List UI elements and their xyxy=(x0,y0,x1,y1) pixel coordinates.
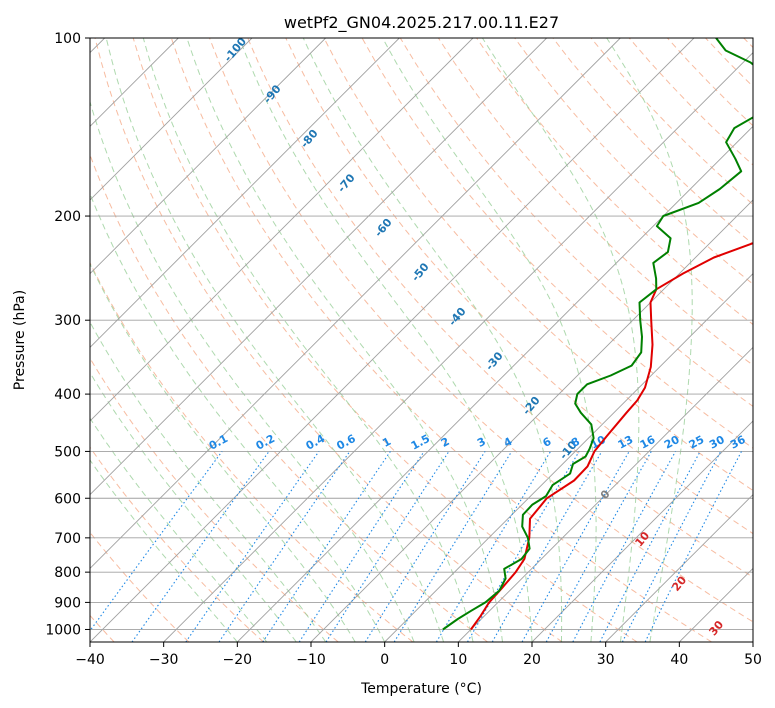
moist-adiabat-line xyxy=(382,38,597,642)
moist-adiabat-line xyxy=(90,417,268,642)
mixing-ratio-line xyxy=(131,451,270,642)
mixing-ratio-labels: 0.1 0.2 0.4 0.6 1 1.5 2 3 4 6 8 10 13 16 20 25 30 36 xyxy=(207,432,748,453)
plot-area-background xyxy=(90,38,753,642)
x-tick-label: 0 xyxy=(380,652,389,668)
isotherm-line xyxy=(90,38,400,348)
y-tick-label: 500 xyxy=(54,444,81,460)
moist-adiabat-line xyxy=(90,459,238,642)
y-tick-label: 800 xyxy=(54,565,81,581)
isotherm-line xyxy=(605,494,753,642)
isotherm-line xyxy=(90,38,621,569)
plot-frame xyxy=(89,37,754,643)
y-tick-label: 200 xyxy=(54,209,81,225)
dry-adiabat-line xyxy=(323,38,753,492)
y-axis-title: Pressure (hPa) xyxy=(12,290,28,390)
moist-adiabat-line xyxy=(606,38,693,642)
chart-title: wetPf2_GN04.2025.217.00.11.E27 xyxy=(284,13,559,33)
temperature-profile-line xyxy=(470,242,753,631)
isotherm-line xyxy=(531,420,753,642)
dry-adiabat-line xyxy=(132,38,638,642)
mixing-ratio-label: 25 xyxy=(687,433,707,452)
mixing-ratio-line xyxy=(185,451,320,642)
x-tick-label: −30 xyxy=(149,652,179,668)
mixing-ratio-line xyxy=(545,451,652,642)
dry-adiabat-line xyxy=(285,38,753,535)
mixing-ratio-label: 16 xyxy=(638,433,658,452)
x-axis-title: Temperature (°C) xyxy=(360,681,482,697)
x-tick-label: −20 xyxy=(223,652,253,668)
dry-adiabat-line xyxy=(170,38,712,642)
mixing-ratio-line xyxy=(262,451,391,642)
dry-adiabat-line xyxy=(209,38,753,623)
moist-adiabat-line xyxy=(481,38,640,642)
moist-adiabat-line xyxy=(238,38,533,642)
background-lines xyxy=(90,38,753,642)
x-tick-label: 20 xyxy=(523,652,541,668)
dry-adiabat-line xyxy=(476,38,753,326)
moist-adiabat-line xyxy=(105,38,445,642)
dry-adiabat-line xyxy=(514,38,753,285)
isotherm-line xyxy=(90,38,547,496)
y-tick-label: 400 xyxy=(54,387,81,403)
x-tick-label: 30 xyxy=(597,652,615,668)
y-tick-label: 300 xyxy=(54,313,81,329)
y-tick-label: 1000 xyxy=(45,622,81,638)
dry-adiabat-line xyxy=(90,357,339,642)
dry-adiabat-line xyxy=(247,38,753,578)
dry-adiabat-line xyxy=(94,38,563,642)
mixing-ratio-line xyxy=(218,451,351,642)
mixing-ratio-line xyxy=(298,451,425,642)
mixing-ratio-line xyxy=(644,451,742,642)
isotherm-line xyxy=(163,52,753,642)
isotherm-line xyxy=(237,125,753,642)
dry-adiabat-line xyxy=(90,446,264,642)
y-tick-label: 900 xyxy=(54,595,81,611)
dewpoint-profile-line xyxy=(442,38,753,631)
mixing-ratio-line xyxy=(90,451,223,632)
isotherm-line xyxy=(752,641,753,642)
mixing-ratio-label: 13 xyxy=(616,433,636,452)
mixing-ratio-label: 20 xyxy=(662,433,682,452)
mixing-ratio-line xyxy=(393,451,513,642)
isotherm-line xyxy=(90,38,326,275)
x-tick-label: −10 xyxy=(296,652,326,668)
x-tick-label: 10 xyxy=(449,652,467,668)
y-tick-label: 100 xyxy=(54,31,81,47)
x-tick-label: 50 xyxy=(744,652,762,668)
axes-ticks: −40 −30 −20 −10 0 10 20 30 40 50 100 200 300 400 500 60… xyxy=(45,31,762,668)
y-tick-label: 700 xyxy=(54,531,81,547)
dry-adiabat-line xyxy=(90,261,414,642)
moist-adiabat-line xyxy=(142,38,474,642)
mixing-ratio-line xyxy=(521,451,630,642)
y-tick-label: 600 xyxy=(54,491,81,507)
x-tick-label: −40 xyxy=(75,652,105,668)
isotherm-line xyxy=(90,38,253,201)
isotherm-line xyxy=(310,199,753,642)
mixing-ratio-line xyxy=(325,451,450,642)
mixing-ratio-label: 30 xyxy=(707,433,727,452)
isotherm-line xyxy=(90,38,695,642)
x-tick-label: 40 xyxy=(670,652,688,668)
isotherm-line xyxy=(458,346,753,642)
mixing-ratio-label: 36 xyxy=(728,433,748,452)
isotherm-line xyxy=(90,38,474,422)
profiles xyxy=(442,38,753,631)
mixing-ratio-line xyxy=(621,451,722,642)
moist-adiabat-line xyxy=(90,321,327,642)
moist-adiabat-line xyxy=(90,262,356,642)
moist-adiabat-line xyxy=(90,192,386,642)
moist-adiabat-line xyxy=(90,371,297,642)
isotherm-line xyxy=(384,273,753,642)
moist-adiabat-line xyxy=(186,38,503,642)
mixing-ratio-line xyxy=(572,451,676,642)
